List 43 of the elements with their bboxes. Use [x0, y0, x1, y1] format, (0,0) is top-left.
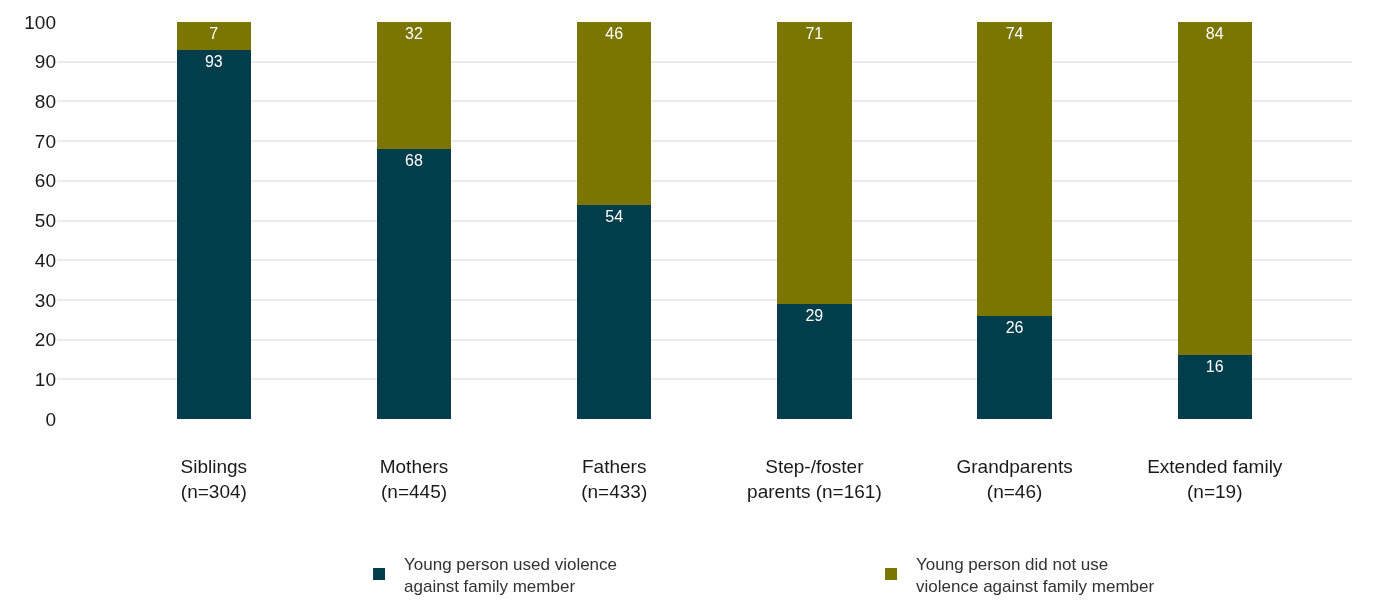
bar: [576, 204, 652, 419]
y-tick-label: 80: [34, 91, 56, 113]
bar: [977, 22, 1052, 316]
legend-label: Young person did not use violence against family member: [916, 554, 1155, 596]
y-tick-label: 50: [34, 210, 56, 232]
y-tick-label: 20: [34, 329, 56, 351]
x-tick-label: Fathers (n=433): [581, 456, 648, 502]
data-label: 7: [209, 25, 219, 42]
data-label: 54: [605, 207, 624, 225]
bar: [176, 22, 252, 50]
data-label: 46: [605, 25, 624, 42]
x-tick-label: Siblings (n=304): [180, 456, 248, 502]
x-tick-label: Grandparents (n=46): [956, 456, 1073, 502]
data-label: 26: [1005, 318, 1024, 336]
x-tick-label: Extended family (n=19): [1147, 456, 1283, 502]
y-tick-label: 10: [34, 368, 56, 390]
data-label: 71: [805, 25, 824, 42]
bar: [1177, 355, 1253, 419]
bar: [376, 149, 452, 419]
bar: [977, 315, 1052, 419]
y-tick-label: 90: [34, 51, 56, 73]
bar: [576, 22, 652, 205]
bar: [777, 22, 852, 304]
y-tick-label: 40: [34, 249, 56, 271]
y-tick-label: 0: [45, 408, 56, 430]
y-tick-label: 30: [34, 289, 56, 311]
x-tick-label: Mothers (n=445): [379, 456, 449, 502]
data-label: 29: [805, 306, 824, 324]
y-tick-label: 70: [34, 130, 56, 152]
legend-label: Young person used violence against family member: [404, 554, 618, 596]
data-label: 32: [405, 25, 423, 42]
bar: [1177, 22, 1253, 356]
bar: [777, 303, 852, 419]
y-tick-label: 100: [24, 11, 56, 33]
data-label: 93: [204, 52, 223, 70]
data-label: 74: [1005, 25, 1024, 42]
bar: [176, 49, 252, 419]
bar: [376, 22, 452, 150]
y-tick-label: 60: [34, 170, 56, 192]
data-label: 68: [405, 152, 423, 170]
data-label: 16: [1205, 358, 1224, 376]
data-label: 84: [1205, 25, 1224, 42]
x-tick-label: Step-/foster parents (n=161): [747, 456, 882, 502]
